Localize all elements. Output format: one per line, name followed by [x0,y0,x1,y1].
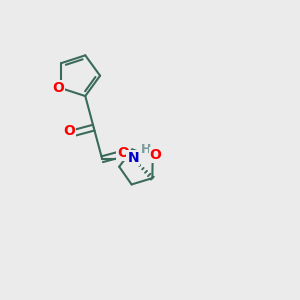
Text: N: N [128,151,139,165]
Text: O: O [52,81,64,95]
Text: O: O [150,148,162,162]
Text: H: H [141,143,151,156]
Text: O: O [117,146,129,160]
Text: O: O [63,124,75,138]
